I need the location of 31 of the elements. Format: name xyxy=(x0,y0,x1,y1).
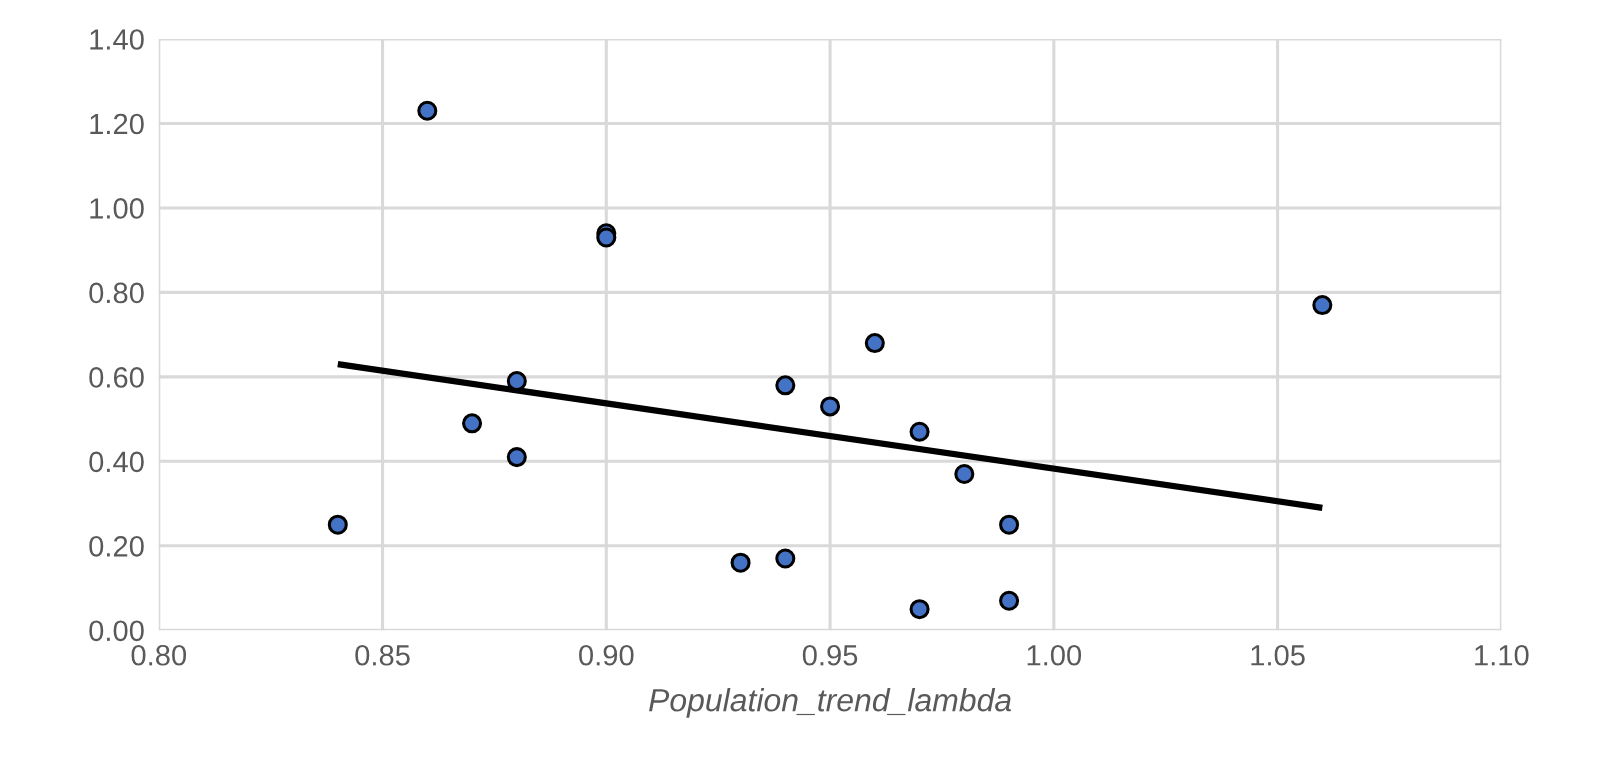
y-tick-label: 1.40 xyxy=(90,29,144,50)
y-tick-label: 0.00 xyxy=(89,620,144,642)
point xyxy=(730,552,751,573)
point xyxy=(1312,295,1333,316)
x-tick-label: 0.80 xyxy=(131,644,187,666)
x-tick-label: 0.90 xyxy=(579,644,634,666)
y-tick-label: 1.00 xyxy=(90,198,144,219)
point xyxy=(909,421,930,442)
point xyxy=(775,548,796,569)
x-tick-label: 0.95 xyxy=(802,644,858,666)
x-tick-label: 1.10 xyxy=(1475,644,1529,666)
point xyxy=(999,590,1020,611)
x-tick-label: 1.05 xyxy=(1251,644,1305,666)
y-tick-label: 0.80 xyxy=(89,282,144,304)
point xyxy=(820,396,841,417)
y-tick-label: 0.60 xyxy=(89,367,144,388)
point xyxy=(506,447,527,468)
x-axis-title: Population_trend_lambda xyxy=(649,688,1012,718)
x-tick-label: 0.85 xyxy=(355,644,410,666)
x-tick-label: 1.00 xyxy=(1027,644,1082,666)
point xyxy=(327,514,348,535)
y-tick-label: 0.20 xyxy=(89,536,144,557)
point xyxy=(462,413,483,434)
point xyxy=(775,375,796,396)
y-tick-label: 1.20 xyxy=(90,113,144,135)
point xyxy=(999,514,1020,535)
point xyxy=(864,333,885,354)
point xyxy=(417,100,438,121)
point xyxy=(909,599,930,620)
point xyxy=(954,463,975,485)
y-tick-label: 0.40 xyxy=(89,451,144,473)
